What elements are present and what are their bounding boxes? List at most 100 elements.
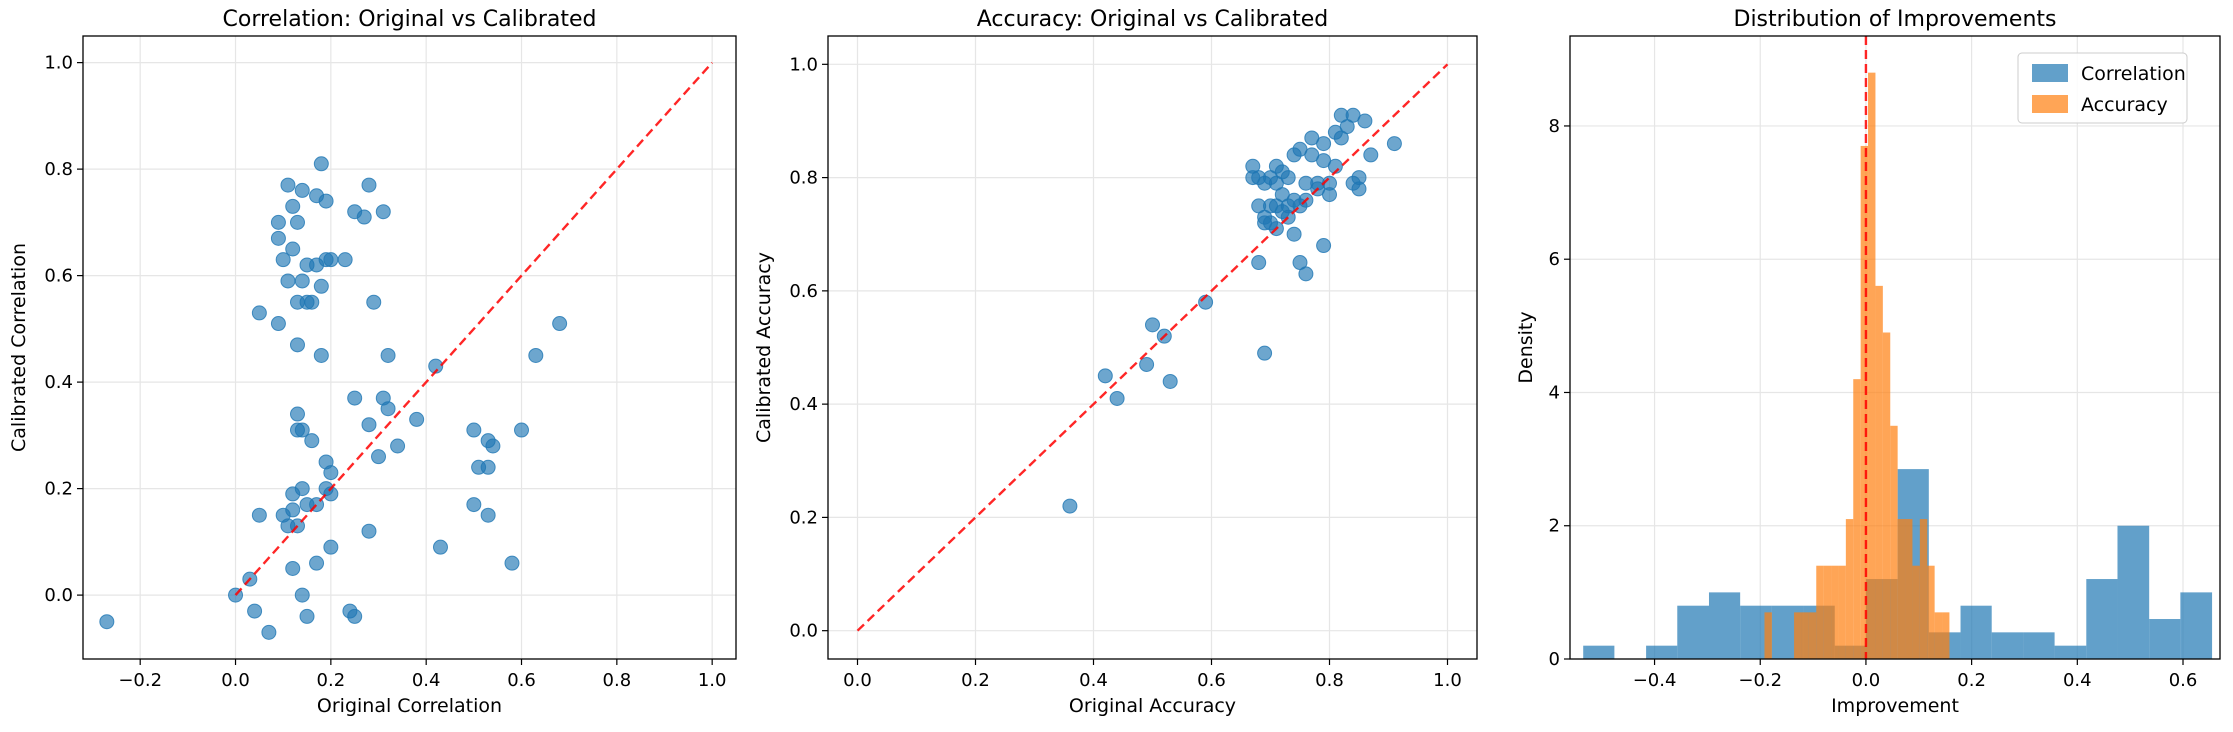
hist-bar-accuracy [1838,565,1846,659]
hist-bar-correlation [1583,645,1615,659]
scatter-point [485,438,501,454]
hist-bar-correlation [1708,592,1741,659]
scatter-point [304,294,320,310]
scatter-point [1333,130,1349,146]
scatter-point [1139,356,1155,372]
scatter-point [1162,373,1178,389]
x-tick-label: 0.0 [843,670,872,691]
scatter-point [285,198,301,214]
hist-bar-correlation [2023,632,2055,659]
scatter-point [1292,141,1308,157]
scatter-point [552,316,568,332]
y-tick-label: 0.2 [789,507,818,528]
scatter-point [299,608,315,624]
hist-bar-accuracy [1831,565,1839,659]
ylabel-improvements: Density [1515,311,1537,383]
hist-bar-correlation [2086,579,2118,659]
hist-bar-accuracy [1927,565,1935,659]
legend-label-correlation: Correlation [2081,63,2186,85]
hist-bar-correlation [1677,605,1709,659]
x-tick-label: 0.4 [412,670,441,691]
scatter-point [356,209,372,225]
ticks-improvements: −0.4 −0.2 0.0 0.2 0.4 0.6 0 2 4 6 8 [1549,116,2198,691]
axes-frame-correlation [82,35,737,660]
scatter-point [289,214,305,230]
scatter-point [280,273,296,289]
y-tick-label: 6 [1549,249,1560,270]
hist-bar-accuracy [1853,379,1861,659]
y-tick-label: 4 [1549,382,1560,403]
x-tick-label: −0.4 [1633,670,1677,691]
marks-accuracy [856,63,1449,632]
grid-correlation [83,36,736,659]
hist-bar-accuracy [1764,612,1772,659]
x-tick-label: 0.8 [1315,670,1344,691]
legend-swatch-correlation [2032,64,2068,82]
x-tick-label: 0.2 [317,670,346,691]
scatter-point [285,241,301,257]
hist-bar-accuracy [1816,565,1824,659]
y-tick-label: 0.4 [44,372,73,393]
hist-bar-correlation [2149,619,2181,659]
legend-label-accuracy: Accuracy [2081,94,2168,116]
scatter-point [1386,136,1402,152]
x-tick-label: 0.6 [1197,670,1226,691]
scatter-point [270,230,286,246]
scatter-point [361,177,377,193]
scatter-point [1298,266,1314,282]
marks-improvements [1583,36,2213,660]
marks-correlation [99,61,714,640]
y-tick-label: 0.2 [44,479,73,500]
x-tick-label: 0.8 [603,670,632,691]
ylabel-accuracy: Calibrated Accuracy [753,252,775,443]
hist-bar-accuracy [1794,612,1802,659]
scatter-point [1286,226,1302,242]
scatter-point [304,433,320,449]
scatter-point [280,177,296,193]
title-improvements: Distribution of Improvements [1734,7,2057,32]
scatter-point [323,465,339,481]
scatter-point [1363,147,1379,163]
hist-bar-accuracy [1845,519,1854,659]
scatter-point [280,518,296,534]
axes-frame-improvements [1569,35,2221,660]
hist-bar-accuracy [1897,519,1906,659]
scatter-point [1357,113,1373,129]
scatter-point [247,603,263,619]
scatter-point [347,608,363,624]
scatter-point [275,252,291,268]
scatter-point [380,347,396,363]
x-tick-label: 0.0 [221,670,250,691]
scatter-point [1257,345,1273,361]
hist-bar-correlation [2054,645,2087,659]
xlabel-correlation: Original Correlation [317,695,502,717]
scatter-point [285,486,301,502]
scatter-point [528,347,544,363]
title-correlation: Correlation: Original vs Calibrated [223,7,597,32]
scatter-point [289,422,305,438]
panel-correlation: −0.2 0.0 0.2 0.4 0.6 0.8 1.0 0.0 0.2 0.4 0.6 0.8 1.0… [8,7,737,717]
scatter-point [313,156,329,172]
hist-bar-correlation [1646,645,1678,659]
y-tick-label: 1.0 [789,54,818,75]
y-tick-label: 0.4 [789,394,818,415]
scatter-point [309,257,325,273]
hist-bar-accuracy [1934,612,1943,659]
scatter-point [432,539,448,555]
scatter-point [318,193,334,209]
ticks-accuracy: 0.0 0.2 0.4 0.6 0.8 1.0 0.0 0.2 0.4 0.6 0.8 1.0 [789,54,1461,691]
hist-bar-accuracy [1808,612,1817,659]
hist-bar-accuracy [1912,565,1920,659]
y-tick-label: 0.8 [789,168,818,189]
scatter-point [251,507,267,523]
scatter-point [261,624,277,640]
scatter-point [251,305,267,321]
x-tick-label: 0.4 [2063,670,2092,691]
scatter-point [466,422,482,438]
reference-line [234,61,714,596]
scatter-point [323,252,339,268]
x-tick-label: 0.2 [961,670,990,691]
scatter-point [361,417,377,433]
legend-swatch-accuracy [2032,95,2068,113]
hist-bar-correlation [1991,632,2024,659]
